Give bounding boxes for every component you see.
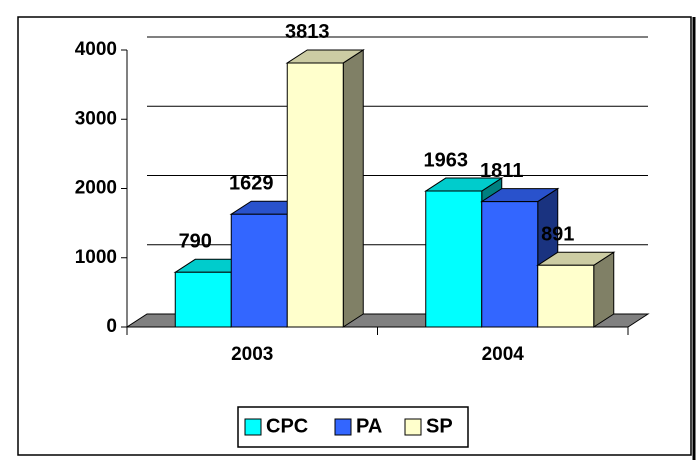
bar-face <box>342 49 364 328</box>
bar-face <box>481 201 539 328</box>
x-tick-label: 2004 <box>482 344 525 365</box>
y-tick-label: 0 <box>106 316 117 337</box>
bar-face <box>537 264 595 328</box>
data-label: 790 <box>179 231 212 253</box>
data-label: 1629 <box>229 172 274 194</box>
bar-face <box>425 190 483 328</box>
data-label: 1811 <box>480 160 523 182</box>
bar <box>285 49 365 328</box>
bar-face <box>286 62 344 328</box>
bar-face <box>174 271 232 328</box>
data-label: 891 <box>541 224 574 246</box>
y-tick-label: 3000 <box>75 108 117 129</box>
legend-label: PA <box>356 415 382 437</box>
legend-swatch <box>334 418 352 436</box>
data-label: 3813 <box>285 21 330 43</box>
y-tick-label: 2000 <box>75 178 117 199</box>
y-tick-label: 1000 <box>75 247 117 268</box>
legend-box <box>237 406 469 448</box>
y-tick-label: 4000 <box>75 39 117 60</box>
legend-swatch <box>244 418 262 436</box>
bar-face <box>230 213 288 328</box>
legend-swatch <box>404 418 422 436</box>
x-tick-label: 2003 <box>231 344 273 365</box>
legend-label: CPC <box>266 415 308 437</box>
bar <box>480 187 560 328</box>
data-label: 1963 <box>424 149 469 171</box>
bar <box>536 251 616 328</box>
legend-label: SP <box>426 415 453 437</box>
